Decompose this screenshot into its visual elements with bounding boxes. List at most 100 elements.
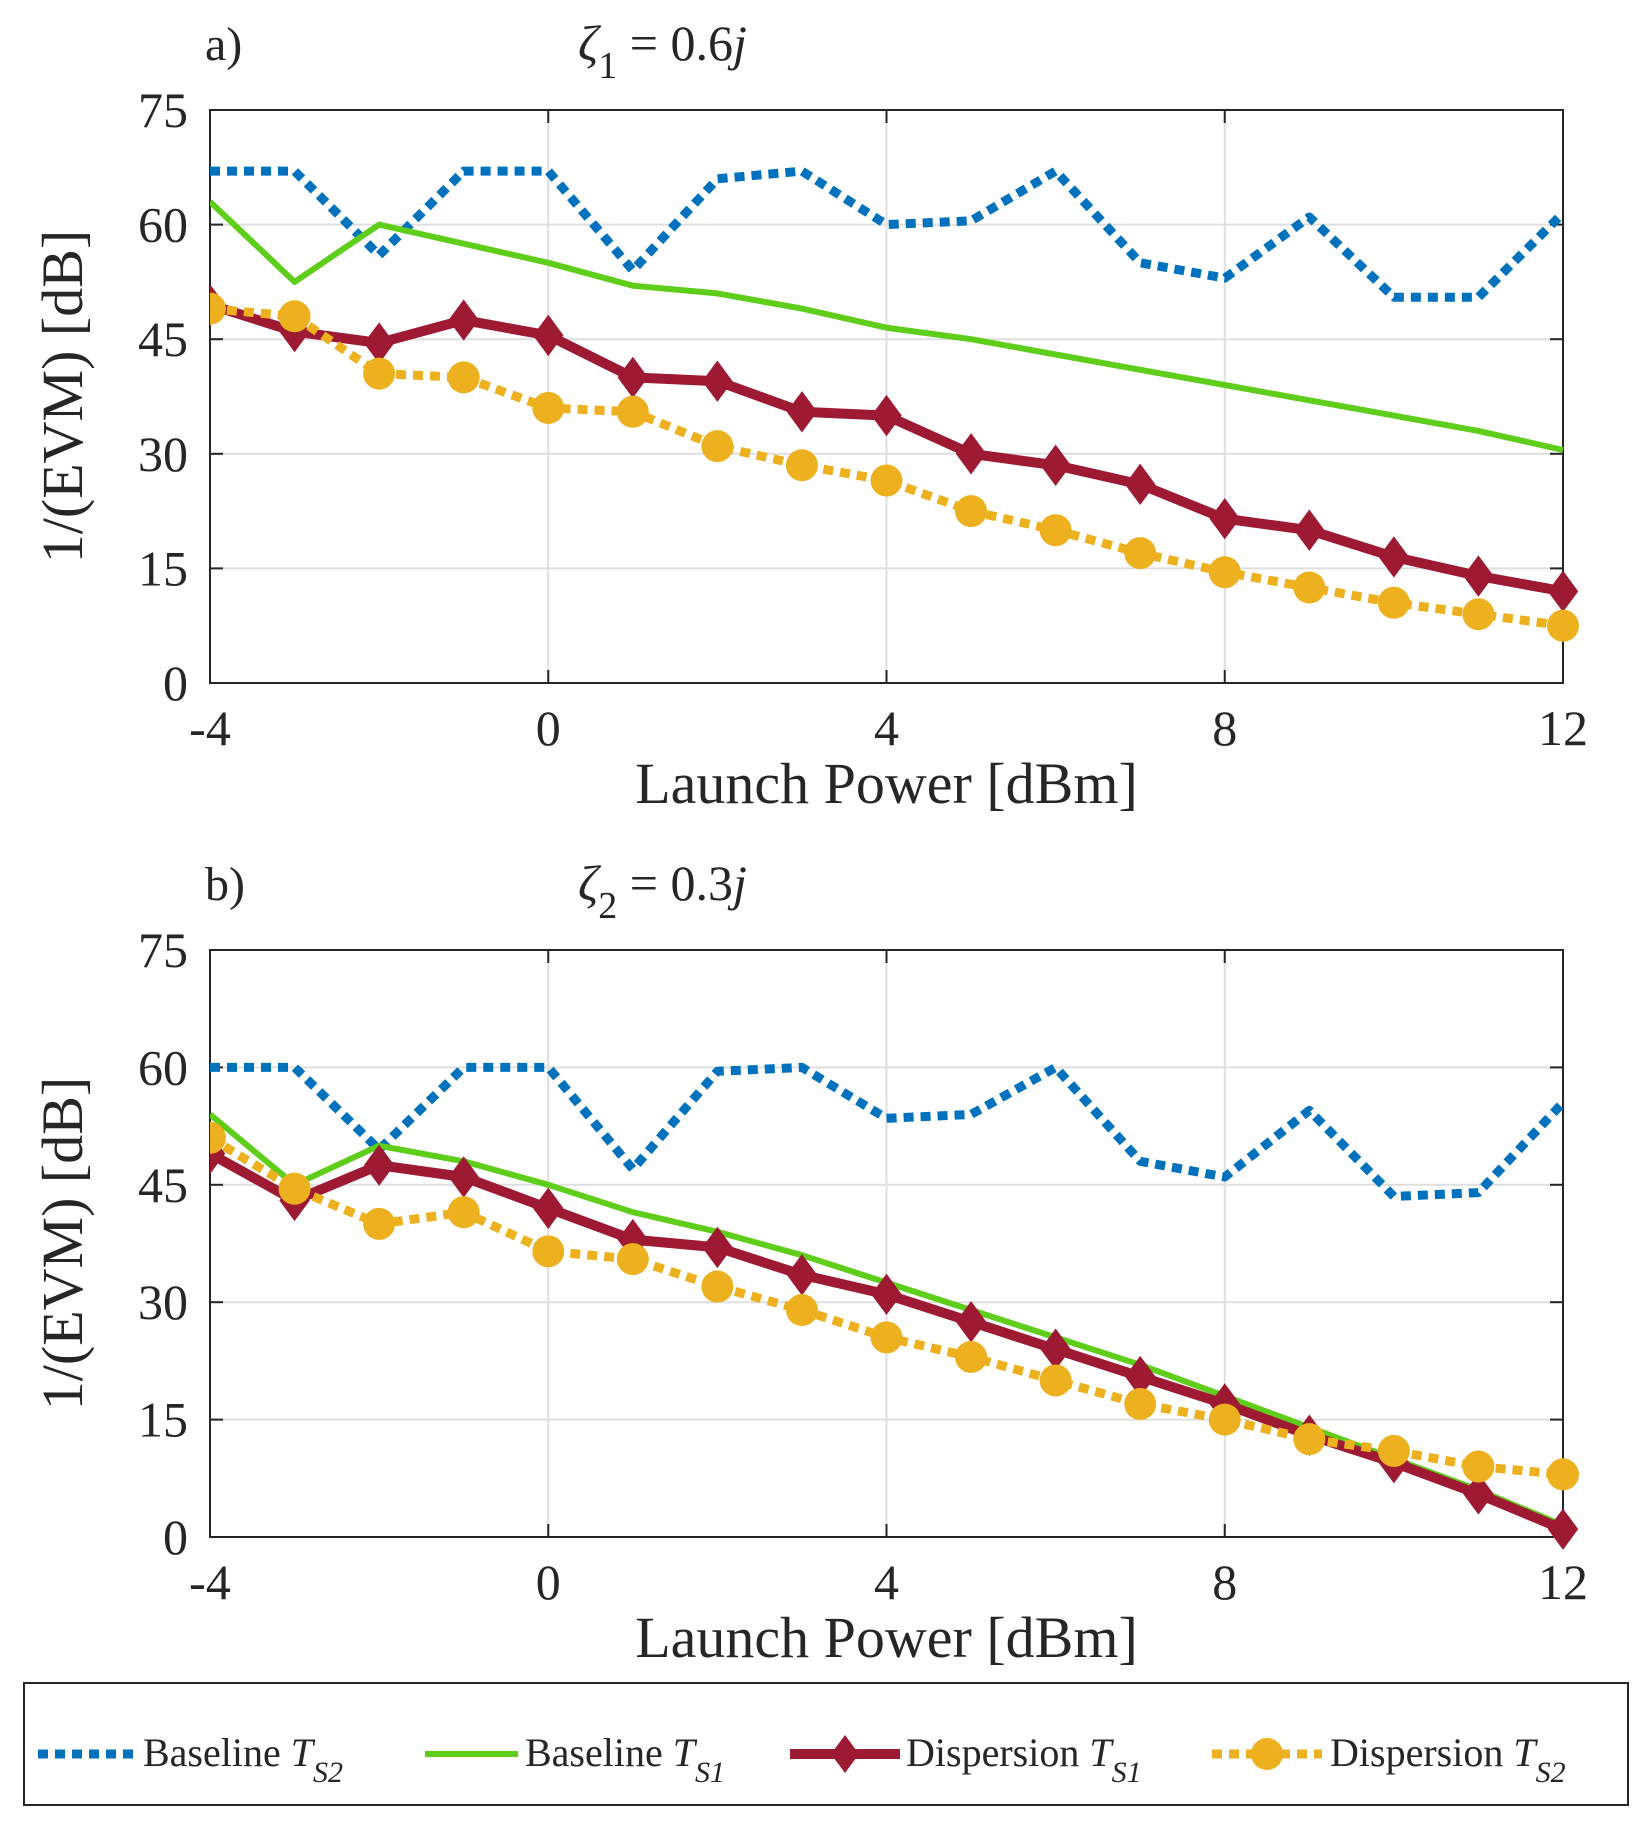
data-point (955, 433, 987, 475)
series-group (210, 1062, 1579, 1550)
panel-label: a) (205, 18, 242, 71)
series-line-1 (210, 1062, 1567, 1201)
y-tick-label: 30 (138, 1274, 188, 1330)
data-point (532, 391, 565, 424)
legend-box (23, 1682, 1629, 1806)
x-axis-label: Launch Power [dBm] (635, 751, 1138, 816)
x-tick-label: 12 (1538, 1554, 1588, 1610)
data-point (1124, 1387, 1157, 1420)
data-point (363, 322, 395, 364)
series-line-4 (210, 304, 1564, 631)
data-point (1462, 1450, 1495, 1483)
data-point (1463, 1473, 1494, 1515)
data-point (1124, 463, 1156, 506)
data-point (533, 314, 564, 357)
data-point (1547, 1458, 1579, 1491)
y-tick-label: 0 (163, 655, 188, 711)
legend: Baseline TS2 Baseline TS1 Dispersion TS1 Di… (23, 1682, 1629, 1806)
y-tick-label: 15 (138, 1392, 188, 1448)
x-tick-label: 12 (1538, 700, 1588, 756)
x-tick-label: 4 (874, 1554, 899, 1610)
x-tick-label: 8 (1212, 700, 1237, 756)
x-tick-label: 8 (1212, 1554, 1237, 1610)
data-point (870, 1321, 903, 1354)
x-tick-label: -4 (189, 1554, 231, 1610)
data-point (363, 1144, 395, 1186)
x-tick-label: 0 (536, 700, 561, 756)
data-point (278, 300, 311, 333)
y-axis-label: 1/(EVM) [dB] (30, 230, 95, 563)
data-point (955, 495, 988, 528)
data-point (1463, 555, 1494, 597)
data-point (1293, 571, 1326, 604)
data-point (1547, 1508, 1579, 1550)
x-tick-label: 4 (874, 700, 899, 756)
panel-label: b) (205, 858, 245, 911)
data-point (210, 292, 226, 325)
data-point (1462, 598, 1495, 631)
data-point (871, 394, 902, 437)
data-point (617, 356, 649, 399)
data-point (785, 449, 818, 482)
data-point (448, 299, 479, 341)
data-point (871, 1273, 902, 1316)
panel-title: ζ1 = 0.6j (578, 15, 747, 87)
data-point (616, 395, 649, 428)
legend-label-3: Dispersion TS1 (906, 1730, 1142, 1789)
data-point (870, 464, 903, 497)
data-point (786, 391, 818, 433)
x-tick-label: 0 (536, 1554, 561, 1610)
y-tick-label: 60 (138, 197, 188, 253)
data-point (1377, 1434, 1410, 1467)
data-point (1208, 1403, 1241, 1436)
data-point (1294, 509, 1325, 551)
legend-label-2: Baseline TS1 (525, 1730, 725, 1789)
series-line-2 (210, 199, 1564, 453)
data-point (447, 1196, 480, 1229)
data-point (1547, 570, 1579, 613)
data-point (1039, 1364, 1072, 1397)
data-point (702, 360, 733, 402)
legend-marker (1251, 1738, 1283, 1770)
data-point (363, 1207, 396, 1240)
data-point (1378, 536, 1410, 578)
data-point (786, 1254, 818, 1296)
data-point (1039, 514, 1072, 547)
y-tick-label: 60 (138, 1039, 188, 1095)
data-point (448, 1156, 479, 1198)
data-point (1547, 609, 1579, 642)
panel-title: ζ2 = 0.3j (578, 855, 747, 927)
data-point (1124, 537, 1157, 570)
data-point (1040, 444, 1071, 486)
data-point (616, 1243, 649, 1276)
data-point (447, 361, 480, 394)
data-point (785, 1294, 818, 1327)
legend-label-1: Baseline TS2 (143, 1730, 343, 1789)
legend-marker (831, 1735, 859, 1773)
data-point (533, 1187, 564, 1229)
data-point (1208, 556, 1241, 589)
x-tick-label: -4 (189, 700, 231, 756)
data-point (363, 357, 396, 390)
data-point (532, 1235, 565, 1268)
series-group (210, 166, 1579, 642)
data-point (955, 1301, 987, 1343)
data-point (1209, 498, 1240, 540)
legend-label-4: Dispersion TS2 (1330, 1730, 1566, 1789)
y-tick-label: 45 (138, 1157, 188, 1213)
y-tick-label: 30 (138, 426, 188, 482)
data-point (701, 430, 734, 463)
data-point (210, 1121, 226, 1154)
y-tick-label: 45 (138, 311, 188, 367)
y-axis-label: 1/(EVM) [dB] (30, 1077, 95, 1410)
y-tick-label: 75 (138, 922, 188, 978)
y-tick-label: 0 (163, 1509, 188, 1565)
data-point (1293, 1423, 1326, 1456)
y-tick-label: 75 (138, 82, 188, 138)
y-tick-label: 15 (138, 540, 188, 596)
x-axis-label: Launch Power [dBm] (635, 1605, 1138, 1670)
